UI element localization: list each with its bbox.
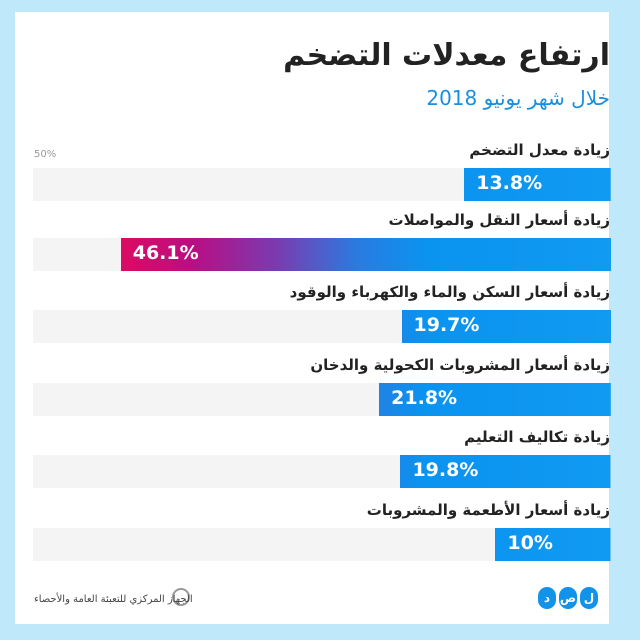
bar: 19.8% <box>400 455 611 488</box>
axis-max-label: 50% <box>34 149 57 160</box>
category-label: زيادة تكاليف التعليم <box>464 428 610 446</box>
bar-track: 46.1% <box>33 238 611 271</box>
bar-track: 21.8% <box>33 383 611 416</box>
page-title: ارتفاع معدلات التضخم <box>283 38 610 73</box>
bar: 13.8% <box>464 168 611 201</box>
bar-track: 10% <box>33 528 611 561</box>
category-label: زيادة أسعار الأطعمة والمشروبات <box>366 501 610 519</box>
logo-letter: ص <box>559 587 577 609</box>
bar: 10% <box>495 528 611 561</box>
category-label: زيادة أسعار النقل والمواصلات <box>388 211 610 229</box>
bar-track: 19.7% <box>33 310 611 343</box>
value-label: 10% <box>507 532 553 554</box>
category-label: زيادة معدل التضخم <box>469 141 610 159</box>
bar-track: 19.8% <box>33 455 611 488</box>
logo-letter: د <box>538 587 556 609</box>
value-label: 21.8% <box>391 387 458 409</box>
source-text: الجهاز المركزي للتعبئة العامة والأحصاء <box>34 594 193 605</box>
category-label: زيادة أسعار السكن والماء والكهرباء والوق… <box>289 283 610 301</box>
value-label: 46.1% <box>132 242 199 264</box>
agency-seal-icon <box>172 588 190 606</box>
value-label: 19.7% <box>413 314 480 336</box>
bar: 21.8% <box>379 383 611 416</box>
bar: 46.1% <box>120 238 611 271</box>
logo-letter: ل <box>580 587 598 609</box>
value-label: 19.8% <box>412 459 479 481</box>
category-label: زيادة أسعار المشروبات الكحولية والدخان <box>310 356 610 374</box>
bar: 19.7% <box>401 310 611 343</box>
page-subtitle: خلال شهر يونيو 2018 <box>426 86 610 110</box>
value-label: 13.8% <box>476 172 543 194</box>
bar-track: 13.8% <box>33 168 611 201</box>
